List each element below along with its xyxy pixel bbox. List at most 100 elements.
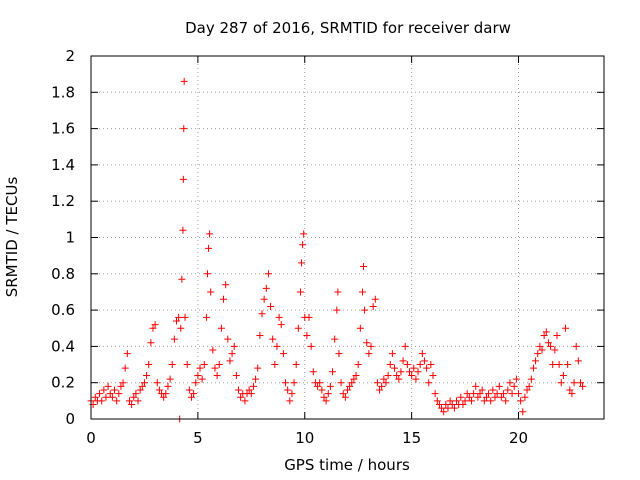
data-point [382, 379, 390, 387]
data-point [331, 335, 339, 343]
data-point [463, 390, 471, 398]
data-point [333, 306, 341, 314]
data-point [365, 350, 373, 358]
data-point [316, 379, 324, 387]
y-tick-label: 0.2 [51, 374, 75, 392]
data-point [444, 404, 452, 412]
data-point [431, 390, 439, 398]
data-point [504, 386, 512, 394]
data-point [412, 375, 420, 383]
data-point [570, 379, 578, 387]
data-point [547, 342, 555, 350]
data-point [532, 357, 540, 365]
data-point [181, 313, 189, 321]
y-tick-label: 1.4 [51, 156, 75, 174]
data-point [350, 375, 358, 383]
data-point [213, 371, 221, 379]
data-point [384, 371, 392, 379]
data-point [173, 317, 180, 325]
data-point [527, 375, 535, 383]
data-point [346, 382, 354, 390]
chart-title: Day 287 of 2016, SRMTID for receiver dar… [185, 19, 511, 37]
data-point [395, 375, 403, 383]
data-point [378, 382, 386, 390]
x-tick-label: 20 [509, 429, 528, 447]
data-point [495, 382, 503, 390]
data-point [202, 313, 210, 321]
data-point [104, 382, 112, 390]
data-point [241, 397, 249, 405]
data-point [335, 350, 343, 358]
data-point [508, 390, 516, 398]
data-point [403, 361, 411, 369]
data-point [544, 339, 552, 347]
data-point [269, 335, 277, 343]
data-point [151, 321, 159, 329]
data-point [299, 241, 307, 249]
data-point [448, 400, 456, 408]
data-point [549, 361, 557, 369]
data-point [348, 379, 356, 387]
data-point [474, 393, 482, 401]
data-point [136, 386, 144, 394]
data-point [517, 397, 525, 405]
data-point [298, 259, 306, 267]
data-point [177, 324, 185, 332]
data-point [164, 382, 172, 390]
x-axis-label: GPS time / hours [284, 456, 410, 474]
data-point [536, 342, 544, 350]
data-point [465, 393, 473, 401]
data-point [106, 390, 114, 398]
data-point [245, 386, 253, 394]
data-point [309, 368, 317, 376]
data-point [559, 371, 567, 379]
data-point [405, 368, 413, 376]
data-point [519, 408, 527, 416]
data-point [143, 371, 151, 379]
data-point [102, 393, 110, 401]
data-point [300, 230, 308, 238]
data-point [420, 357, 428, 365]
data-point [153, 379, 161, 387]
data-point [230, 342, 238, 350]
data-point [339, 390, 347, 398]
data-point [393, 371, 401, 379]
data-point [551, 346, 559, 354]
y-tick-label: 0.4 [51, 337, 75, 355]
data-point [521, 393, 529, 401]
y-tick-label: 0.6 [51, 301, 75, 319]
data-point [337, 379, 345, 387]
data-point [254, 364, 262, 372]
data-point [485, 390, 493, 398]
data-point [487, 397, 495, 405]
data-point [457, 393, 465, 401]
y-tick-label: 0.8 [51, 265, 75, 283]
data-point [224, 335, 232, 343]
data-point [294, 324, 302, 332]
grid [91, 56, 604, 419]
data-point [435, 400, 443, 408]
data-point [380, 375, 388, 383]
data-point [91, 393, 99, 401]
data-point [205, 244, 213, 252]
data-point [303, 332, 311, 340]
data-point [562, 324, 570, 332]
data-point [418, 350, 426, 358]
data-point [145, 361, 153, 369]
data-point [305, 313, 313, 321]
data-point [472, 382, 480, 390]
data-point [125, 397, 133, 405]
data-point [386, 361, 394, 369]
data-point [237, 393, 245, 401]
data-point [442, 400, 450, 408]
data-point [138, 382, 146, 390]
data-point [121, 364, 129, 372]
data-point [162, 390, 170, 398]
y-tick-label: 1 [65, 229, 75, 247]
data-point [273, 342, 281, 350]
data-point [371, 295, 379, 303]
data-point [440, 408, 448, 416]
data-point [433, 397, 441, 405]
data-point [523, 386, 531, 394]
data-point [564, 361, 572, 369]
